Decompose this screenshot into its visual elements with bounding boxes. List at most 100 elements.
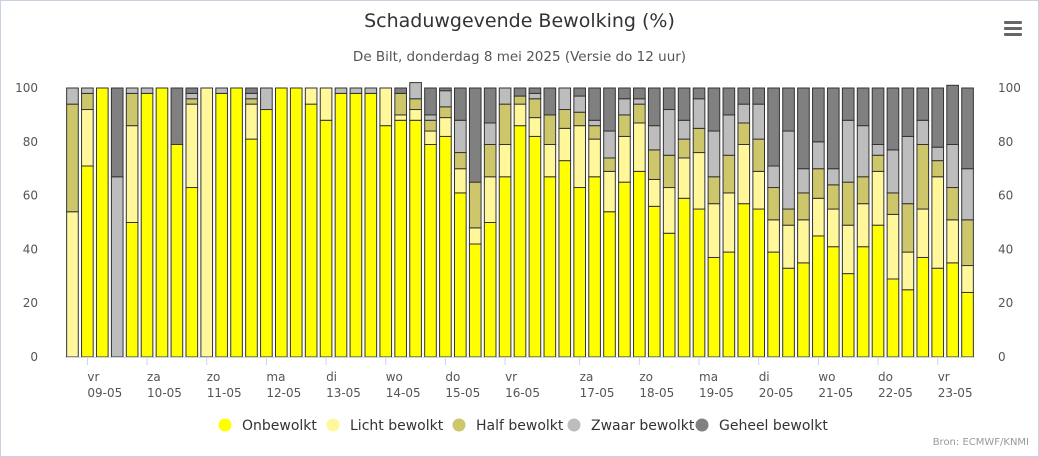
bar-segment[interactable] <box>677 87 691 121</box>
bar-segment[interactable] <box>543 176 557 358</box>
bar-segment[interactable] <box>439 106 452 119</box>
bar-segment[interactable] <box>483 222 497 358</box>
bar-segment[interactable] <box>394 92 407 116</box>
bar-segment[interactable] <box>185 103 199 189</box>
bar-segment[interactable] <box>797 192 810 221</box>
bar-segment[interactable] <box>782 87 795 132</box>
bar-segment[interactable] <box>528 117 542 137</box>
bar-segment[interactable] <box>856 246 870 358</box>
bar-segment[interactable] <box>961 265 974 293</box>
bar-segment[interactable] <box>439 90 452 108</box>
bar-segment[interactable] <box>737 103 751 124</box>
bar-segment[interactable] <box>737 143 751 205</box>
bar-segment[interactable] <box>961 219 974 267</box>
bar-segment[interactable] <box>588 87 601 121</box>
bar-segment[interactable] <box>856 87 870 127</box>
bar-segment[interactable] <box>916 87 930 121</box>
bar-segment[interactable] <box>603 211 616 358</box>
bar-segment[interactable] <box>662 87 676 111</box>
bar-segment[interactable] <box>483 176 497 224</box>
bar-segment[interactable] <box>454 119 467 154</box>
legend-label[interactable]: Geheel bewolkt <box>719 418 828 434</box>
bar-segment[interactable] <box>140 87 154 94</box>
bar-segment[interactable] <box>409 109 422 121</box>
legend-marker[interactable] <box>452 418 466 432</box>
bar-segment[interactable] <box>394 114 407 121</box>
bar-segment[interactable] <box>110 87 124 178</box>
bar-segment[interactable] <box>633 98 646 105</box>
bar-segment[interactable] <box>841 181 855 226</box>
bar-segment[interactable] <box>409 119 422 358</box>
bar-segment[interactable] <box>707 176 721 205</box>
bar-segment[interactable] <box>260 87 273 111</box>
credits[interactable]: Bron: ECMWF/KNMI <box>932 437 1029 448</box>
bar-segment[interactable] <box>707 203 721 258</box>
bar-segment[interactable] <box>304 103 318 358</box>
bar-segment[interactable] <box>767 165 780 189</box>
bar-segment[interactable] <box>274 87 288 358</box>
bar-segment[interactable] <box>767 219 780 253</box>
bar-segment[interactable] <box>483 122 497 145</box>
bar-segment[interactable] <box>841 273 855 358</box>
bar-segment[interactable] <box>498 176 512 358</box>
bar-segment[interactable] <box>662 109 676 156</box>
bar-segment[interactable] <box>797 219 810 264</box>
bar-segment[interactable] <box>647 205 661 358</box>
bar-segment[interactable] <box>603 170 616 213</box>
bar-segment[interactable] <box>185 187 199 358</box>
bar-segment[interactable] <box>245 92 258 100</box>
bar-segment[interactable] <box>797 87 810 170</box>
bar-segment[interactable] <box>483 87 497 124</box>
bar-segment[interactable] <box>424 130 437 145</box>
bar-segment[interactable] <box>573 95 586 113</box>
bar-segment[interactable] <box>856 176 870 205</box>
legend-label[interactable]: Half bewolkt <box>476 418 564 434</box>
bar-segment[interactable] <box>931 267 945 358</box>
bar-segment[interactable] <box>618 114 631 137</box>
bar-segment[interactable] <box>871 224 885 358</box>
bar-segment[interactable] <box>334 92 348 358</box>
bar-segment[interactable] <box>692 127 706 154</box>
bar-segment[interactable] <box>558 109 572 129</box>
bar-segment[interactable] <box>633 170 646 358</box>
bar-segment[interactable] <box>812 197 825 237</box>
bar-segment[interactable] <box>901 251 915 291</box>
bar-segment[interactable] <box>319 119 333 358</box>
bar-segment[interactable] <box>871 154 885 172</box>
bar-segment[interactable] <box>752 103 766 140</box>
bar-segment[interactable] <box>662 187 676 234</box>
bar-segment[interactable] <box>498 103 512 145</box>
bar-segment[interactable] <box>737 203 751 358</box>
bar-segment[interactable] <box>692 152 706 210</box>
bar-segment[interactable] <box>454 168 467 194</box>
bar-segment[interactable] <box>647 149 661 180</box>
bar-segment[interactable] <box>677 157 691 199</box>
bar-segment[interactable] <box>722 154 736 194</box>
bar-segment[interactable] <box>886 213 900 280</box>
bar-segment[interactable] <box>871 143 885 156</box>
bar-segment[interactable] <box>364 92 378 358</box>
bar-segment[interactable] <box>886 149 900 194</box>
bar-segment[interactable] <box>349 87 363 94</box>
bar-segment[interactable] <box>841 119 855 183</box>
bar-segment[interactable] <box>573 87 586 97</box>
bar-segment[interactable] <box>841 87 855 121</box>
bar-segment[interactable] <box>588 119 601 127</box>
bar-segment[interactable] <box>588 125 601 140</box>
bar-segment[interactable] <box>409 98 422 111</box>
bar-segment[interactable] <box>513 95 527 105</box>
bar-segment[interactable] <box>692 87 706 100</box>
bar-segment[interactable] <box>931 146 945 162</box>
bar-segment[interactable] <box>901 87 915 137</box>
bar-segment[interactable] <box>901 203 915 253</box>
bar-segment[interactable] <box>931 176 945 269</box>
bar-segment[interactable] <box>454 152 467 170</box>
bar-segment[interactable] <box>66 103 79 213</box>
bar-segment[interactable] <box>185 87 199 94</box>
bar-segment[interactable] <box>125 222 139 358</box>
bar-segment[interactable] <box>647 87 661 127</box>
bar-segment[interactable] <box>513 103 527 127</box>
legend-marker[interactable] <box>218 418 232 432</box>
bar-segment[interactable] <box>260 109 273 358</box>
bar-segment[interactable] <box>424 114 437 121</box>
